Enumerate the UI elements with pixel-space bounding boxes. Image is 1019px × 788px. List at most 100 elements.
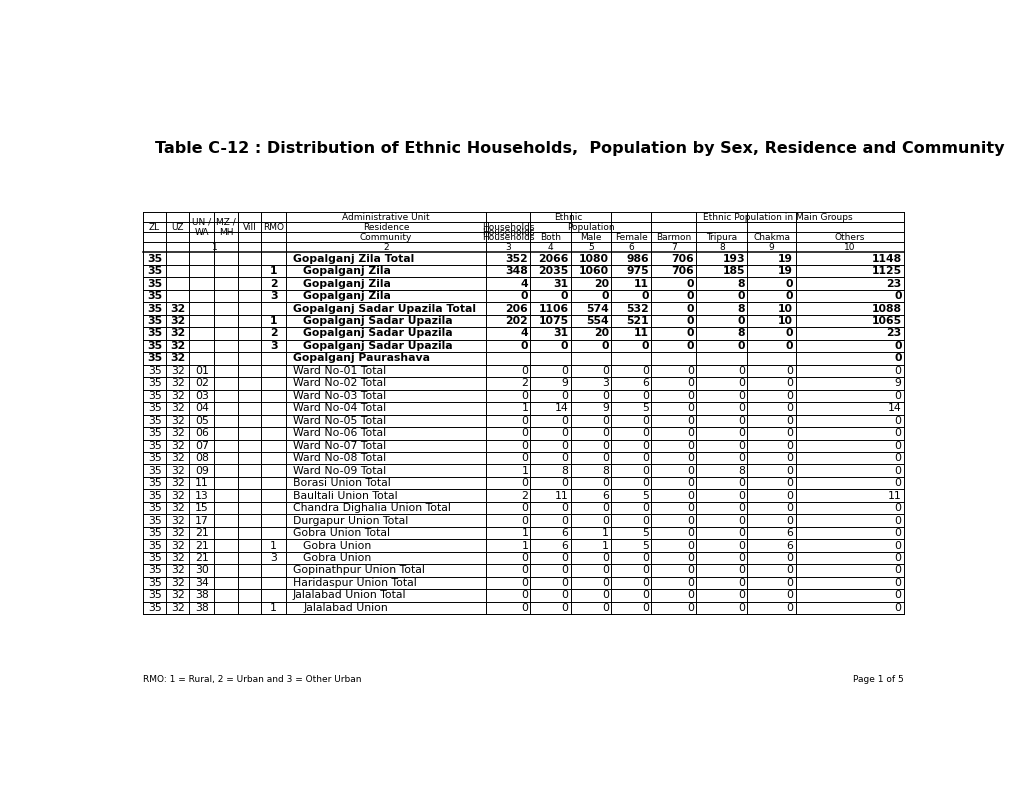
Text: 32: 32: [171, 466, 184, 476]
Text: 0: 0: [786, 478, 793, 489]
Text: 0: 0: [687, 416, 693, 426]
Text: 0: 0: [641, 416, 648, 426]
Text: 0: 0: [521, 553, 528, 563]
Text: 1125: 1125: [871, 266, 901, 276]
Text: UN /
WA: UN / WA: [193, 217, 211, 237]
Text: 0: 0: [786, 416, 793, 426]
Text: 193: 193: [721, 254, 745, 264]
Text: 0: 0: [641, 553, 648, 563]
Text: Chandra Dighalia Union Total: Chandra Dighalia Union Total: [292, 503, 450, 513]
Text: 23: 23: [886, 329, 901, 339]
Text: 21: 21: [195, 528, 209, 538]
Text: 35: 35: [148, 553, 161, 563]
Text: 21: 21: [195, 553, 209, 563]
Text: 706: 706: [671, 254, 693, 264]
Text: 32: 32: [171, 491, 184, 500]
Text: Gobra Union: Gobra Union: [303, 553, 371, 563]
Text: 11: 11: [634, 329, 648, 339]
Text: 0: 0: [894, 466, 901, 476]
Text: 0: 0: [641, 478, 648, 489]
Text: 32: 32: [171, 391, 184, 401]
Text: 2: 2: [521, 491, 528, 500]
Text: Ethnic Population in Main Groups: Ethnic Population in Main Groups: [702, 213, 852, 222]
Text: 0: 0: [560, 515, 568, 526]
Text: 8: 8: [718, 243, 725, 252]
Text: 0: 0: [786, 453, 793, 463]
Text: 532: 532: [626, 303, 648, 314]
Text: 0: 0: [560, 429, 568, 438]
Text: Residence: Residence: [363, 223, 409, 232]
Text: 0: 0: [560, 366, 568, 376]
Text: 0: 0: [786, 391, 793, 401]
Text: 0: 0: [560, 478, 568, 489]
Text: 32: 32: [171, 403, 184, 414]
Text: 574: 574: [586, 303, 608, 314]
Text: 0: 0: [738, 515, 745, 526]
Text: 23: 23: [886, 279, 901, 288]
Text: 0: 0: [894, 341, 901, 351]
Text: 0: 0: [601, 603, 608, 613]
Text: Gopalganj Sadar Upazila: Gopalganj Sadar Upazila: [303, 341, 452, 351]
Text: 1: 1: [270, 316, 277, 326]
Text: 0: 0: [687, 366, 693, 376]
Text: 348: 348: [505, 266, 528, 276]
Text: 0: 0: [521, 503, 528, 513]
Text: 0: 0: [520, 291, 528, 301]
Text: 1: 1: [270, 603, 277, 613]
Text: 0: 0: [641, 440, 648, 451]
Text: 30: 30: [195, 566, 209, 575]
Text: 0: 0: [520, 341, 528, 351]
Text: 10: 10: [777, 316, 793, 326]
Text: 32: 32: [171, 528, 184, 538]
Text: Vill: Vill: [243, 223, 256, 232]
Text: 1065: 1065: [871, 316, 901, 326]
Text: Gopalganj Sadar Upazila: Gopalganj Sadar Upazila: [303, 329, 452, 339]
Text: 8: 8: [738, 466, 745, 476]
Text: 9: 9: [561, 378, 568, 388]
Text: Ward No-01 Total: Ward No-01 Total: [292, 366, 385, 376]
Text: 0: 0: [601, 478, 608, 489]
Text: 1: 1: [601, 541, 608, 551]
Text: 34: 34: [195, 578, 209, 588]
Text: 2: 2: [521, 378, 528, 388]
Text: MZ /
MH: MZ / MH: [216, 217, 236, 237]
Text: 0: 0: [738, 478, 745, 489]
Text: 0: 0: [560, 566, 568, 575]
Text: 706: 706: [671, 266, 693, 276]
Text: Ethnic: Ethnic: [553, 213, 582, 222]
Text: 19: 19: [777, 266, 793, 276]
Text: Ward No-07 Total: Ward No-07 Total: [292, 440, 385, 451]
Text: 0: 0: [521, 515, 528, 526]
Text: 0: 0: [894, 541, 901, 551]
Text: 0: 0: [786, 578, 793, 588]
Text: Jalalabad Union: Jalalabad Union: [303, 603, 388, 613]
Text: 0: 0: [894, 416, 901, 426]
Text: 08: 08: [195, 453, 209, 463]
Text: 5: 5: [642, 403, 648, 414]
Text: 0: 0: [687, 515, 693, 526]
Text: 8: 8: [737, 303, 745, 314]
Text: 0: 0: [738, 590, 745, 600]
Text: Ward No-09 Total: Ward No-09 Total: [292, 466, 385, 476]
Text: 2: 2: [269, 329, 277, 339]
Text: 2066: 2066: [538, 254, 568, 264]
Text: 554: 554: [586, 316, 608, 326]
Text: 2: 2: [383, 243, 388, 252]
Text: 14: 14: [554, 403, 568, 414]
Text: 35: 35: [148, 478, 161, 489]
Text: 1: 1: [601, 528, 608, 538]
Text: 32: 32: [171, 541, 184, 551]
Text: 0: 0: [521, 478, 528, 489]
Text: 8: 8: [561, 466, 568, 476]
Text: 6: 6: [561, 528, 568, 538]
Text: 13: 13: [195, 491, 209, 500]
Text: 0: 0: [786, 366, 793, 376]
Text: 35: 35: [147, 354, 162, 363]
Text: 10: 10: [844, 243, 855, 252]
Text: 0: 0: [600, 341, 608, 351]
Text: 0: 0: [894, 478, 901, 489]
Text: 35: 35: [148, 578, 161, 588]
Text: 0: 0: [641, 578, 648, 588]
Text: 02: 02: [195, 378, 209, 388]
Text: 0: 0: [894, 578, 901, 588]
